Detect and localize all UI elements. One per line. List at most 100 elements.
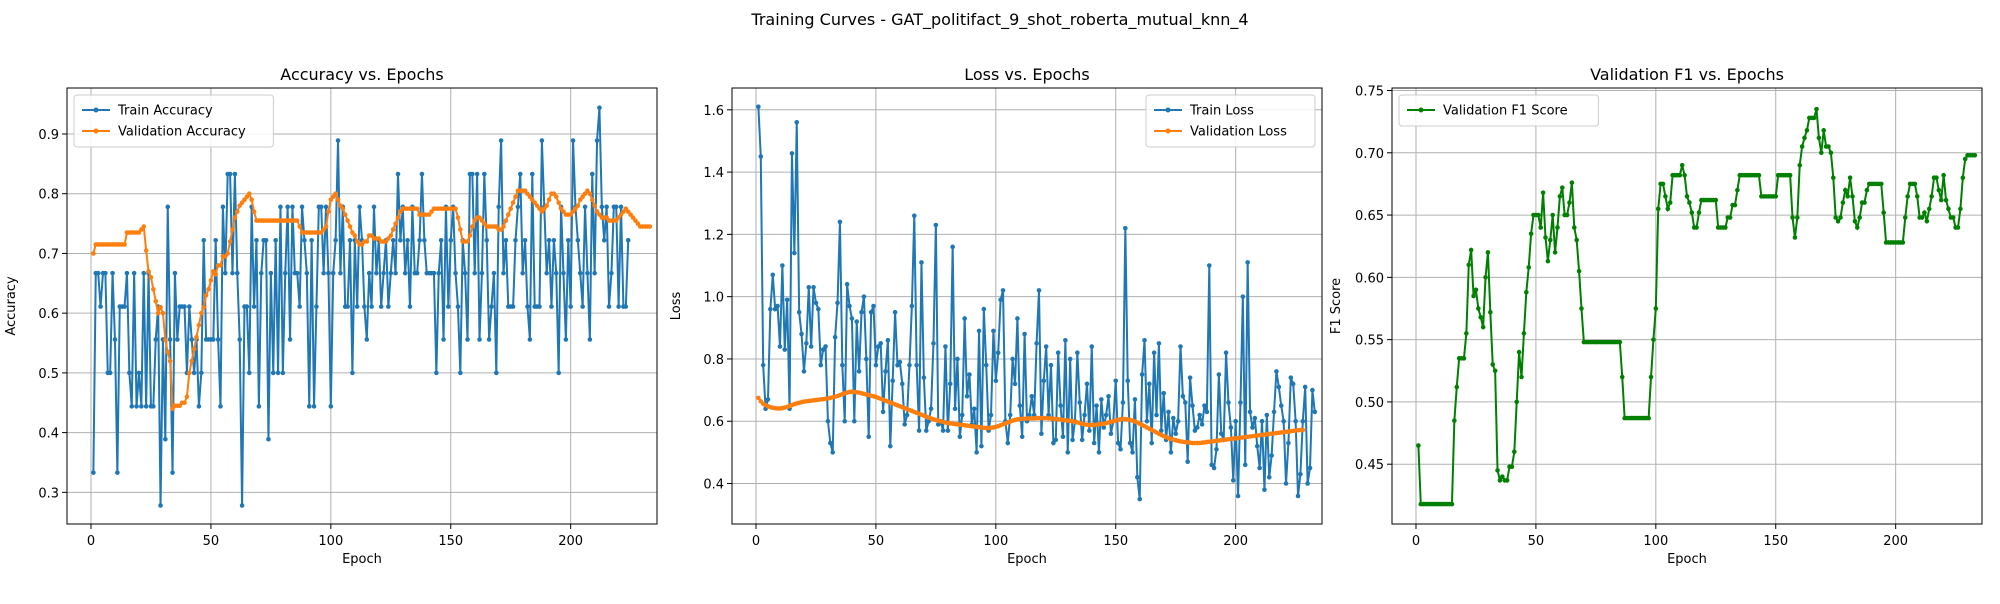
data-point <box>1655 206 1661 212</box>
legend-box <box>73 94 274 148</box>
data-point <box>801 369 807 374</box>
data-point <box>940 428 946 433</box>
data-point <box>398 238 403 243</box>
legend-label: Validation F1 Score <box>1443 104 1568 119</box>
data-point <box>1298 471 1303 477</box>
data-point <box>1773 194 1779 199</box>
data-point <box>287 337 293 342</box>
data-point <box>225 251 230 256</box>
data-point <box>895 362 900 368</box>
data-point <box>1452 418 1457 423</box>
data-point <box>911 213 917 218</box>
data-point <box>244 304 250 309</box>
data-point <box>141 270 147 276</box>
data-point <box>503 238 509 243</box>
data-point <box>91 470 96 475</box>
data-point <box>208 278 214 283</box>
legend-swatch-marker <box>1418 107 1424 113</box>
data-point <box>828 440 833 446</box>
data-point <box>1500 474 1505 479</box>
data-point <box>1302 384 1308 390</box>
data-point <box>151 286 156 292</box>
data-point <box>395 171 401 177</box>
data-point <box>438 238 444 243</box>
data-point <box>302 238 307 243</box>
data-point <box>328 404 334 409</box>
data-point <box>513 194 518 199</box>
data-point <box>544 203 549 208</box>
data-point <box>647 224 653 229</box>
data-point <box>520 270 525 276</box>
data-point <box>907 362 912 368</box>
data-point <box>1144 418 1150 424</box>
data-point <box>931 341 936 346</box>
data-point <box>971 406 977 412</box>
data-point <box>1660 181 1666 187</box>
data-point <box>1723 225 1728 230</box>
data-point <box>309 238 314 243</box>
data-point <box>1288 375 1294 380</box>
data-point <box>1120 400 1126 405</box>
data-point <box>175 337 180 342</box>
data-point <box>1559 185 1565 190</box>
data-point <box>1476 306 1481 311</box>
data-point <box>923 428 929 433</box>
data-point <box>167 337 173 342</box>
data-point <box>1950 215 1956 220</box>
data-point <box>1902 215 1908 220</box>
chart-title: Loss vs. Epochs <box>964 65 1089 84</box>
data-point <box>345 304 350 309</box>
data-point <box>112 337 118 342</box>
data-point <box>998 297 1003 303</box>
data-point <box>539 138 545 143</box>
data-point <box>806 285 812 290</box>
data-point <box>472 270 478 276</box>
data-point <box>258 270 264 276</box>
data-point <box>1310 387 1315 393</box>
data-point <box>196 322 202 328</box>
data-point <box>1161 390 1167 396</box>
data-point <box>222 270 228 276</box>
data-point <box>1790 215 1795 220</box>
data-point <box>835 300 840 306</box>
x-tick-label: 100 <box>318 534 343 549</box>
data-point <box>1926 206 1932 212</box>
data-point <box>1540 190 1546 195</box>
data-point <box>390 238 396 243</box>
data-point <box>1466 262 1472 268</box>
data-point <box>378 304 384 309</box>
data-point <box>513 238 518 243</box>
data-point <box>203 292 209 298</box>
data-point <box>1151 350 1157 356</box>
data-point <box>366 270 372 276</box>
data-point <box>1838 215 1843 220</box>
data-point <box>1881 210 1886 215</box>
data-point <box>585 270 590 276</box>
data-point <box>263 238 269 243</box>
data-point <box>1648 374 1654 380</box>
data-point <box>604 204 609 210</box>
data-point <box>808 344 814 349</box>
data-point <box>1416 443 1421 448</box>
data-point <box>784 297 790 303</box>
x-tick-label: 50 <box>203 534 220 549</box>
legend-box <box>1145 94 1316 148</box>
data-point <box>98 304 103 309</box>
data-point <box>1235 493 1241 499</box>
legend-swatch-marker <box>93 107 99 113</box>
data-point <box>280 370 286 376</box>
data-point <box>218 263 223 268</box>
data-point <box>1199 422 1205 427</box>
data-point <box>407 304 413 309</box>
data-point <box>1492 368 1498 374</box>
y-tick-label: 0.60 <box>1355 271 1384 286</box>
data-point <box>199 310 204 316</box>
x-tick-label: 200 <box>1223 534 1248 549</box>
data-point <box>350 370 355 376</box>
data-point <box>347 238 353 243</box>
data-point <box>1228 425 1234 430</box>
data-point <box>1857 215 1862 220</box>
data-point <box>1651 337 1656 342</box>
data-point <box>278 204 283 210</box>
data-point <box>187 304 192 309</box>
